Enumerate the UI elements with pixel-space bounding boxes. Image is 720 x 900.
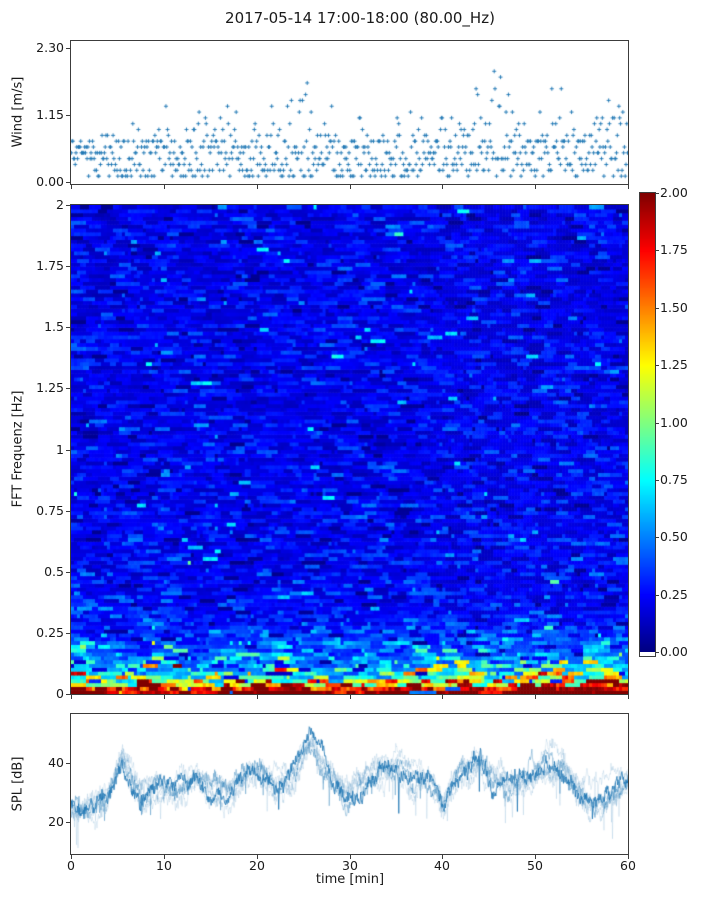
y-tick-mark bbox=[66, 115, 70, 116]
y-tick-mark bbox=[66, 511, 70, 512]
x-tick-mark bbox=[442, 185, 443, 189]
x-tick-mark bbox=[164, 185, 165, 189]
x-tick-mark bbox=[71, 185, 72, 189]
colorbar-tick-mark bbox=[656, 480, 659, 481]
wind-scatter-canvas bbox=[71, 41, 628, 184]
y-tick-mark bbox=[66, 572, 70, 573]
xtick-label: 20 bbox=[249, 858, 265, 873]
spl-subplot bbox=[70, 713, 629, 855]
spectrogram-subplot bbox=[70, 204, 629, 695]
y-tick-mark bbox=[66, 822, 70, 823]
x-tick-mark bbox=[71, 855, 72, 859]
spectrogram-ytick-label: 0.75 bbox=[36, 503, 64, 518]
colorbar-tick-mark bbox=[656, 193, 659, 194]
spectrogram-ytick-label: 0.5 bbox=[44, 564, 64, 579]
x-tick-mark bbox=[164, 695, 165, 699]
colorbar-tick-label: 1.25 bbox=[660, 357, 688, 372]
xtick-label: 0 bbox=[67, 858, 75, 873]
spectrogram-canvas bbox=[71, 205, 628, 694]
spectrogram-ytick-label: 1.75 bbox=[36, 258, 64, 273]
x-tick-mark bbox=[535, 185, 536, 189]
colorbar-tick-mark bbox=[656, 652, 659, 653]
y-tick-mark bbox=[66, 388, 70, 389]
xtick-label: 50 bbox=[527, 858, 543, 873]
colorbar-tick-mark bbox=[656, 308, 659, 309]
spectrogram-ytick-label: 0 bbox=[56, 686, 64, 701]
x-tick-mark bbox=[350, 695, 351, 699]
spectrogram-ytick-label: 2 bbox=[56, 197, 64, 212]
xtick-label: 40 bbox=[434, 858, 450, 873]
colorbar-tick-label: 0.25 bbox=[660, 587, 688, 602]
colorbar-tick-label: 0.00 bbox=[660, 644, 688, 659]
x-tick-mark bbox=[628, 185, 629, 189]
colorbar-tick-label: 2.00 bbox=[660, 185, 688, 200]
wind-ytick-label: 0.00 bbox=[36, 174, 64, 189]
y-tick-mark bbox=[66, 48, 70, 49]
colorbar-canvas bbox=[640, 193, 655, 652]
x-tick-mark bbox=[350, 855, 351, 859]
spl-ytick-label: 20 bbox=[48, 814, 64, 829]
spectrogram-ytick-label: 1.25 bbox=[36, 380, 64, 395]
x-tick-mark bbox=[257, 855, 258, 859]
colorbar-tick-mark bbox=[656, 595, 659, 596]
y-tick-mark bbox=[66, 450, 70, 451]
y-tick-mark bbox=[66, 763, 70, 764]
spectrogram-ytick-label: 0.25 bbox=[36, 625, 64, 640]
colorbar-tick-mark bbox=[656, 423, 659, 424]
x-tick-mark bbox=[442, 695, 443, 699]
x-tick-mark bbox=[628, 855, 629, 859]
xtick-label: 30 bbox=[342, 858, 358, 873]
x-tick-mark bbox=[257, 185, 258, 189]
wind-subplot bbox=[70, 40, 629, 185]
x-tick-mark bbox=[535, 695, 536, 699]
colorbar-tick-label: 0.75 bbox=[660, 472, 688, 487]
y-tick-mark bbox=[66, 205, 70, 206]
x-tick-mark bbox=[442, 855, 443, 859]
y-tick-mark bbox=[66, 694, 70, 695]
spectrogram-ytick-label: 1.5 bbox=[44, 319, 64, 334]
wind-ytick-label: 2.30 bbox=[36, 40, 64, 55]
spl-line-canvas bbox=[71, 714, 628, 854]
x-tick-mark bbox=[535, 855, 536, 859]
x-tick-mark bbox=[164, 855, 165, 859]
colorbar-tick-mark bbox=[656, 250, 659, 251]
colorbar-tick-label: 1.50 bbox=[660, 300, 688, 315]
xtick-label: 10 bbox=[156, 858, 172, 873]
y-tick-mark bbox=[66, 633, 70, 634]
colorbar-tick-label: 1.00 bbox=[660, 415, 688, 430]
colorbar-tick-mark bbox=[656, 537, 659, 538]
x-tick-mark bbox=[257, 695, 258, 699]
x-tick-mark bbox=[628, 695, 629, 699]
colorbar-tick-mark bbox=[656, 365, 659, 366]
xaxis-label: time [min] bbox=[315, 872, 385, 887]
x-tick-mark bbox=[350, 185, 351, 189]
y-tick-mark bbox=[66, 266, 70, 267]
xtick-label: 60 bbox=[620, 858, 636, 873]
spl-ytick-label: 40 bbox=[48, 755, 64, 770]
y-tick-mark bbox=[66, 327, 70, 328]
colorbar bbox=[639, 192, 656, 657]
colorbar-tick-label: 1.75 bbox=[660, 242, 688, 257]
y-tick-mark bbox=[66, 182, 70, 183]
spectrogram-ytick-label: 1 bbox=[56, 442, 64, 457]
colorbar-tick-label: 0.50 bbox=[660, 529, 688, 544]
x-tick-mark bbox=[71, 695, 72, 699]
wind-ytick-label: 1.15 bbox=[36, 107, 64, 122]
figure-title: 2017-05-14 17:00-18:00 (80.00_Hz) bbox=[225, 9, 495, 27]
